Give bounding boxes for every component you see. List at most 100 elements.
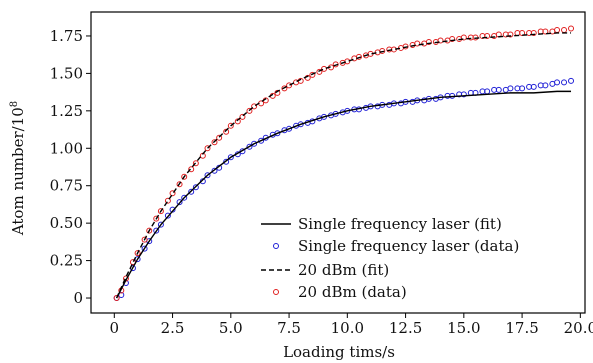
series-1-point: [274, 130, 281, 137]
series-1-point: [460, 91, 467, 98]
series-3-point: [425, 38, 432, 45]
series-1-point: [251, 140, 258, 147]
series-2-line: [115, 32, 572, 299]
series-3-point: [164, 197, 171, 204]
series-1-point: [286, 125, 293, 132]
x-tick-label: 0: [110, 319, 120, 337]
legend-swatch-20dbm-data: [273, 289, 279, 295]
series-3-point: [216, 134, 223, 141]
series-3-point: [460, 34, 467, 41]
y-tick-label: 1.25: [50, 102, 83, 120]
series-1-point: [211, 167, 218, 174]
y-axis-label-group: Atom number/108: [9, 101, 27, 236]
x-tick-label: 5.0: [219, 319, 243, 337]
series-3-point: [211, 139, 218, 146]
series-1-point: [297, 121, 304, 128]
series-3-point: [274, 89, 281, 96]
y-tick-label: 0.75: [50, 177, 83, 195]
series-3-point: [355, 53, 362, 60]
series-1-point: [561, 79, 568, 86]
legend-swatch-single-data: [273, 243, 279, 249]
series-3-point: [113, 295, 120, 302]
series-3-point: [484, 32, 491, 39]
series-3-point: [449, 35, 456, 42]
y-axis-label-exponent: 8: [9, 101, 20, 107]
y-tick-label: 0.25: [50, 252, 83, 270]
series-1-point: [495, 86, 502, 93]
series-1-point: [519, 85, 526, 92]
series-3-point: [286, 82, 293, 89]
y-axis-label-base: Atom number/10: [9, 107, 27, 236]
series-1-point: [223, 158, 230, 165]
legend: Single frequency laser (fit) Single freq…: [261, 215, 519, 301]
y-tick-label: 1.00: [50, 139, 83, 157]
series-1-point: [568, 77, 575, 84]
series-1-point: [192, 184, 199, 191]
series-3-point: [239, 113, 246, 120]
series-1-point: [153, 227, 160, 234]
legend-label-single-fit: Single frequency laser (fit): [298, 215, 502, 233]
x-tick-label: 2.5: [161, 319, 185, 337]
series-3-point: [169, 190, 176, 197]
series-0-line: [116, 90, 572, 299]
series-3-point: [519, 29, 526, 36]
series-3-point: [157, 208, 164, 215]
series-3-point: [437, 37, 444, 44]
series-1-point: [542, 82, 549, 89]
series-3-point: [316, 68, 323, 75]
series-3-point: [153, 215, 160, 222]
series-1-point: [204, 172, 211, 179]
series-1-point: [157, 221, 164, 228]
y-tick-label: 1.75: [50, 27, 83, 45]
series-3-point: [234, 118, 241, 125]
series-3-point: [402, 43, 409, 50]
series-1-point: [530, 83, 537, 90]
series-3-point: [188, 166, 195, 173]
series-3-point: [227, 122, 234, 129]
x-axis-label: Loading tims/s: [283, 343, 395, 361]
series-3-point: [568, 25, 575, 32]
y-axis-label: Atom number/108: [9, 101, 27, 236]
series-3-point: [309, 71, 316, 78]
plot-frame: [90, 11, 586, 314]
x-tick-label: 20.0: [564, 319, 593, 337]
series-1-point: [258, 137, 265, 144]
series-3-point: [507, 31, 514, 38]
x-tick-label: 12.5: [389, 319, 422, 337]
y-tick-label: 0: [73, 289, 83, 307]
series-1-point: [181, 194, 188, 201]
series-3-point: [379, 47, 386, 54]
legend-label-20dbm-fit: 20 dBm (fit): [298, 261, 389, 279]
series-3-point: [414, 40, 421, 47]
series-3-point: [146, 227, 153, 234]
series-1-point: [188, 188, 195, 195]
series-1-point: [164, 212, 171, 219]
legend-label-single-data: Single frequency laser (data): [298, 237, 519, 255]
series-1-point: [507, 85, 514, 92]
y-tick-label: 0.50: [50, 214, 83, 232]
series-3-point: [530, 29, 537, 36]
x-tick-label: 10.0: [331, 319, 364, 337]
series-3-point: [223, 128, 230, 135]
series-3-point: [344, 58, 351, 65]
x-tick-label: 7.5: [277, 319, 301, 337]
series-3-point: [176, 181, 183, 188]
series-3-point: [141, 236, 148, 243]
series-3-point: [554, 26, 561, 33]
series-3-point: [192, 160, 199, 167]
series-3-point: [181, 173, 188, 180]
series-1-point: [227, 154, 234, 161]
series-3-point: [204, 145, 211, 152]
series-1-point: [246, 143, 253, 150]
legend-label-20dbm-data: 20 dBm (data): [298, 283, 407, 301]
series-3-point: [542, 28, 549, 35]
x-tick-label: 15.0: [447, 319, 480, 337]
series-1-point: [176, 199, 183, 206]
series-3-point: [561, 26, 568, 33]
series-3-point: [246, 107, 253, 114]
plot-area: [113, 25, 575, 302]
series-3-point: [251, 103, 258, 110]
series-3-point: [134, 250, 141, 257]
y-tick-label: 1.50: [50, 64, 83, 82]
